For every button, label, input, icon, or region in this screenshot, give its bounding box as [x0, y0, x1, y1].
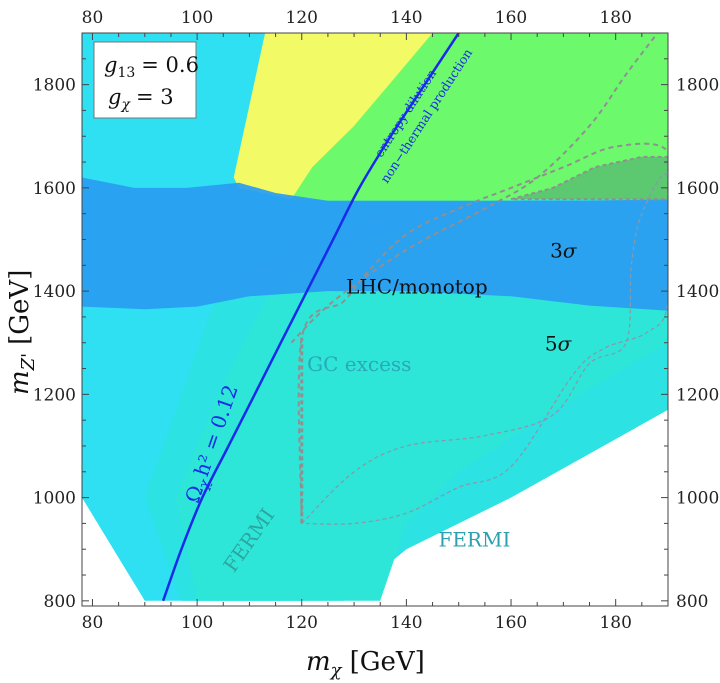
x-tick-label: 120 — [286, 613, 318, 633]
grey-dashed-contour — [297, 142, 668, 524]
x-axis-title: mχ [GeV] — [306, 647, 425, 681]
plot-frame — [81, 32, 669, 607]
x-axis-ticks-bottom: 80 100 120 140 160 180 — [82, 599, 669, 633]
y-tick-label: 800 — [44, 592, 76, 612]
x-tick-label: 100 — [181, 613, 213, 633]
annotation-fermi_right: FERMI — [438, 528, 510, 552]
y-tick-label-right: 1200 — [676, 385, 719, 405]
plot-regions — [82, 33, 668, 602]
y-axis-ticks-left: 800 1000 1200 1400 1600 1800 — [33, 32, 89, 612]
y-tick-label: 1400 — [33, 282, 76, 302]
annotation-gc: GC excess — [307, 352, 411, 376]
x-tick-label: 80 — [82, 613, 104, 633]
x-tick-label: 180 — [599, 613, 631, 633]
y-tick-label-right: 1800 — [676, 76, 719, 96]
x-axis-ticks-top: 80 100 120 140 160 180 — [82, 8, 669, 40]
y-tick-label: 1600 — [33, 179, 76, 199]
annotation-lhc: LHC/monotop — [346, 275, 488, 299]
y-tick-label-right: 1600 — [676, 179, 719, 199]
legend-box: g13 = 0.6 gχ = 3 — [93, 41, 199, 119]
y-tick-label-right: 1000 — [676, 489, 719, 509]
y-tick-label-right: 800 — [676, 592, 708, 612]
y-tick-label-right: 1400 — [676, 282, 719, 302]
x-tick-label-top: 140 — [390, 8, 422, 28]
y-tick-label: 1800 — [33, 76, 76, 96]
y-axis-ticks-right: 800 1000 1200 1400 1600 1800 — [661, 32, 719, 612]
x-tick-label-top: 180 — [599, 8, 631, 28]
annotation-sigma5: 5σ — [545, 331, 573, 355]
x-tick-label-top: 120 — [286, 8, 318, 28]
gc-excess-contour — [301, 173, 668, 525]
x-tick-label: 140 — [390, 613, 422, 633]
x-tick-label-top: 80 — [82, 8, 104, 28]
lhc-monotop-band — [82, 177, 668, 311]
y-tick-label: 1000 — [33, 489, 76, 509]
relic-density-curve — [161, 33, 460, 602]
annotation-sigma3: 3σ — [550, 239, 578, 263]
grey-dashed-upper-contour — [290, 33, 659, 344]
overlap-region — [510, 155, 668, 201]
y-axis-title: mZ'[GeV] — [5, 270, 39, 395]
legend-line-1: g13 = 0.6 — [104, 53, 199, 81]
x-tick-label-top: 100 — [181, 8, 213, 28]
x-tick-label: 160 — [495, 613, 527, 633]
y-tick-label: 1200 — [33, 385, 76, 405]
legend-line-2: gχ = 3 — [108, 85, 174, 113]
x-tick-label-top: 160 — [495, 8, 527, 28]
excluded-yellow-region — [233, 33, 433, 200]
